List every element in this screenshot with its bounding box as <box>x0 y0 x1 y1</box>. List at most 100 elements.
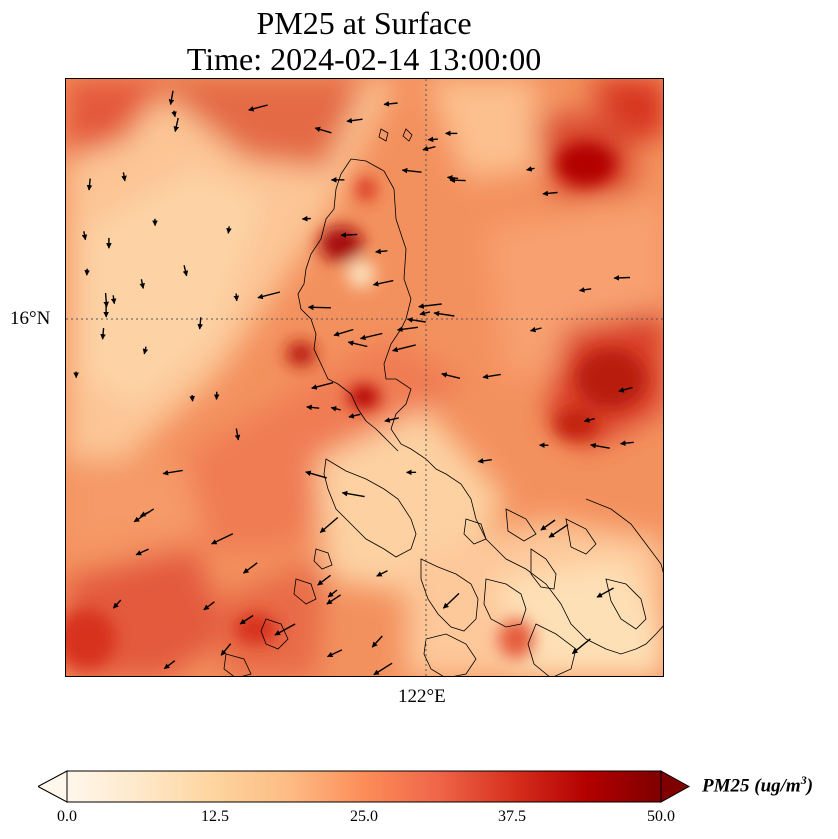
wind-arrow <box>526 166 535 172</box>
wind-arrow <box>112 599 122 609</box>
wind-arrow <box>446 175 459 181</box>
wind-arrow <box>171 110 177 118</box>
wind-arrow <box>100 328 106 340</box>
wind-arrow <box>173 117 180 133</box>
wind-arrow <box>542 190 558 197</box>
wind-arrow <box>314 126 332 134</box>
wind-arrow <box>341 490 365 498</box>
wind-arrow <box>203 601 215 611</box>
wind-arrow <box>311 382 334 390</box>
wind-arrow <box>441 372 461 379</box>
wind-arrow <box>330 406 341 412</box>
wind-arrow <box>327 589 338 598</box>
wind-arrow <box>326 594 341 605</box>
map-title-line1: PM25 at Surface <box>256 5 472 41</box>
wind-arrow <box>243 562 258 574</box>
colorbar-tick-2: 25.0 <box>350 808 378 825</box>
wind-arrow <box>135 548 149 556</box>
wind-arrow <box>384 417 399 423</box>
wind-arrow <box>197 317 203 330</box>
wind-arrow <box>477 458 492 464</box>
wind-vectors <box>73 90 634 676</box>
wind-arrow <box>220 643 232 656</box>
wind-arrow <box>239 614 254 625</box>
wind-arrow <box>482 373 501 380</box>
pm25-field <box>66 79 663 676</box>
colorbar <box>38 770 690 803</box>
wind-arrow <box>248 104 268 112</box>
colorbar-tick-0: 0.0 <box>57 808 77 825</box>
wind-arrow <box>419 310 431 316</box>
wind-arrow <box>583 417 595 423</box>
wind-arrow <box>433 310 455 317</box>
map-title-line2: Time: 2024-02-14 13:00:00 <box>186 41 542 77</box>
colorbar-label-text: PM25 (ug/m <box>702 775 801 797</box>
wind-arrow <box>139 279 145 289</box>
wind-arrow <box>442 592 460 609</box>
colorbar-tick-1: 12.5 <box>201 808 229 825</box>
wind-arrow <box>571 638 591 655</box>
wind-arrow <box>81 231 88 241</box>
wind-arrow <box>548 524 569 538</box>
wind-arrow <box>234 428 241 441</box>
wind-arrow <box>346 117 363 124</box>
wind-arrow <box>401 167 422 174</box>
wind-arrow <box>319 516 339 534</box>
wind-arrow <box>168 90 175 106</box>
colorbar-tick-3: 37.5 <box>498 808 526 825</box>
wind-arrow <box>163 660 176 670</box>
wind-arrow <box>211 533 234 545</box>
longitude-tick-label: 122°E <box>398 686 446 707</box>
wind-arrow <box>619 440 634 446</box>
wind-arrow <box>392 344 416 353</box>
wind-arrow <box>162 469 183 476</box>
wind-arrow <box>110 295 117 305</box>
wind-arrow <box>333 328 354 337</box>
wind-arrow <box>121 172 127 182</box>
wind-arrow <box>427 136 438 143</box>
colorbar-label: PM25 (ug/m3) <box>702 773 813 797</box>
wind-arrow <box>189 395 195 402</box>
wind-arrow <box>226 226 232 234</box>
latitude-tick-label: 16°N <box>10 308 51 329</box>
wind-arrow <box>348 413 361 419</box>
wind-arrow <box>613 275 631 281</box>
wind-arrow <box>317 574 331 586</box>
wind-arrow <box>422 145 436 152</box>
wind-arrow <box>301 215 311 222</box>
wind-arrow <box>305 470 327 479</box>
wind-arrow <box>257 291 281 300</box>
wind-arrow <box>133 508 155 523</box>
wind-arrow <box>372 279 394 287</box>
wind-arrow <box>326 649 343 658</box>
colorbar-min-extend <box>38 770 68 803</box>
wind-arrow <box>596 587 614 598</box>
wind-arrow <box>142 346 149 355</box>
colorbar-tick-4: 50.0 <box>647 808 675 825</box>
wind-arrow <box>540 519 556 531</box>
wind-arrow <box>590 442 610 449</box>
wind-arrow <box>103 292 110 308</box>
wind-arrow <box>373 662 393 676</box>
wind-arrow <box>383 101 398 107</box>
wind-arrow <box>396 326 418 333</box>
colorbar-max-extend <box>660 770 690 803</box>
wind-arrow <box>376 570 388 577</box>
wind-arrow <box>371 635 383 648</box>
wind-arrow <box>274 623 296 636</box>
wind-arrow <box>347 340 368 348</box>
wind-arrow <box>359 332 383 341</box>
map-panel <box>65 78 664 677</box>
wind-arrow <box>86 178 93 191</box>
wind-arrow <box>618 386 633 393</box>
wind-arrow <box>529 326 542 333</box>
colorbar-gradient <box>66 770 662 803</box>
wind-arrow <box>340 232 358 238</box>
wind-arrow <box>449 177 466 184</box>
wind-arrow <box>233 293 240 302</box>
wind-arrow <box>375 248 388 255</box>
wind-arrow <box>418 303 442 309</box>
wind-arrow <box>306 404 320 411</box>
colorbar-label-close: ) <box>806 775 814 797</box>
colorbar-label-sup: 3 <box>800 773 807 787</box>
